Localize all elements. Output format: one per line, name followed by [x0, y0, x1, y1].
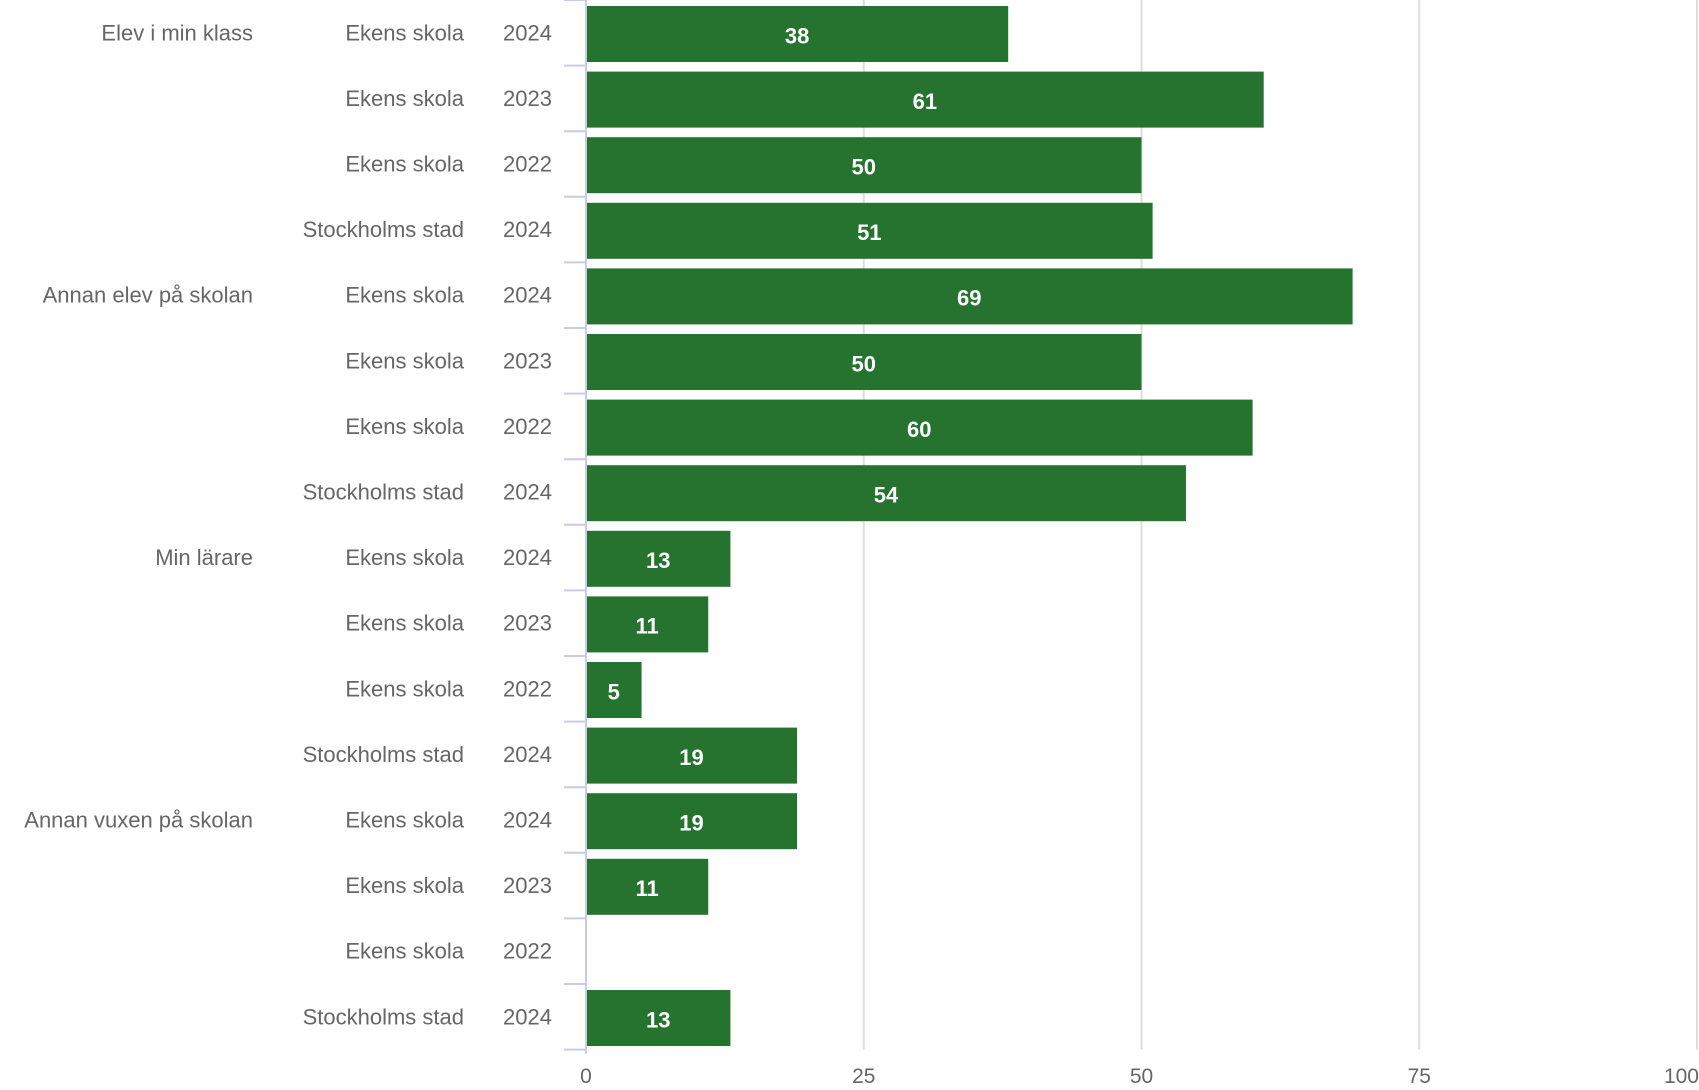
bar: [587, 334, 1142, 390]
school-label: Stockholms stad: [303, 217, 464, 242]
year-label: 2024: [503, 20, 552, 45]
year-label: 2024: [503, 480, 552, 505]
bar: [587, 268, 1353, 325]
year-label: 2023: [503, 611, 552, 636]
bar: [587, 530, 731, 587]
bar-value-label: 61: [913, 89, 937, 114]
bar: [587, 596, 709, 653]
axes: 0 25 50 75 100: [564, 0, 1699, 1088]
bar-value-label: 51: [857, 220, 881, 245]
year-label: 2023: [503, 873, 552, 898]
bar: [587, 6, 1009, 62]
school-label: Ekens skola: [345, 20, 464, 45]
bar-value-label: 54: [874, 483, 899, 508]
bar-value-label: 11: [635, 876, 658, 901]
category-label: Min lärare: [155, 545, 253, 570]
year-label: 2024: [503, 217, 552, 242]
school-label: Ekens skola: [345, 545, 464, 570]
school-label: Stockholms stad: [303, 1004, 464, 1029]
bar-value-label: 13: [646, 1007, 670, 1032]
year-label: 2024: [503, 283, 552, 308]
year-label: 2024: [503, 808, 552, 833]
year-label: 2022: [503, 939, 552, 964]
bar: [587, 399, 1253, 456]
bar: [587, 465, 1186, 522]
bar: [587, 202, 1153, 259]
x-tick-label: 100: [1664, 1065, 1699, 1088]
x-tick-label: 50: [1130, 1065, 1153, 1088]
bar-value-label: 60: [907, 417, 931, 442]
category-label: Elev i min klass: [101, 20, 253, 45]
school-label: Ekens skola: [345, 939, 464, 964]
school-label: Ekens skola: [345, 348, 464, 373]
year-label: 2024: [503, 742, 552, 767]
bar: [587, 137, 1142, 194]
school-label: Ekens skola: [345, 414, 464, 439]
x-tick-label: 25: [852, 1065, 875, 1088]
school-label: Ekens skola: [345, 808, 464, 833]
bar-value-label: 50: [852, 351, 876, 376]
year-label: 2024: [503, 545, 552, 570]
bars: [587, 6, 1353, 1046]
year-label: 2023: [503, 86, 552, 111]
bar: [587, 662, 642, 718]
bar-value-label: 50: [852, 155, 876, 180]
bar-value-label: 11: [635, 614, 658, 639]
school-label: Stockholms stad: [303, 480, 464, 505]
school-label: Ekens skola: [345, 873, 464, 898]
category-label: Annan vuxen på skolan: [24, 808, 253, 833]
year-label: 2022: [503, 414, 552, 439]
bar-value-label: 19: [679, 745, 703, 770]
x-tick-label: 0: [580, 1065, 592, 1088]
school-label: Ekens skola: [345, 152, 464, 177]
bar-value-label: 38: [785, 23, 809, 48]
year-label: 2023: [503, 348, 552, 373]
year-label: 2024: [503, 1004, 552, 1029]
bar-value-label: 5: [608, 679, 620, 704]
year-label: 2022: [503, 152, 552, 177]
bar-value-label: 19: [679, 811, 703, 836]
school-label: Ekens skola: [345, 283, 464, 308]
school-label: Ekens skola: [345, 86, 464, 111]
school-label: Stockholms stad: [303, 742, 464, 767]
bar: [587, 858, 709, 915]
bar: [587, 990, 731, 1046]
category-label: Annan elev på skolan: [43, 283, 253, 308]
bar: [587, 727, 798, 784]
bar-value-label: 13: [646, 548, 670, 573]
bar: [587, 793, 798, 850]
bar: [587, 71, 1264, 128]
year-label: 2022: [503, 676, 552, 701]
x-tick-label: 75: [1408, 1065, 1431, 1088]
labels: Elev i min klass Ekens skola 2024 38 Ekens s…: [24, 20, 981, 1032]
school-label: Ekens skola: [345, 676, 464, 701]
bar-value-label: 69: [957, 286, 981, 311]
school-label: Ekens skola: [345, 611, 464, 636]
